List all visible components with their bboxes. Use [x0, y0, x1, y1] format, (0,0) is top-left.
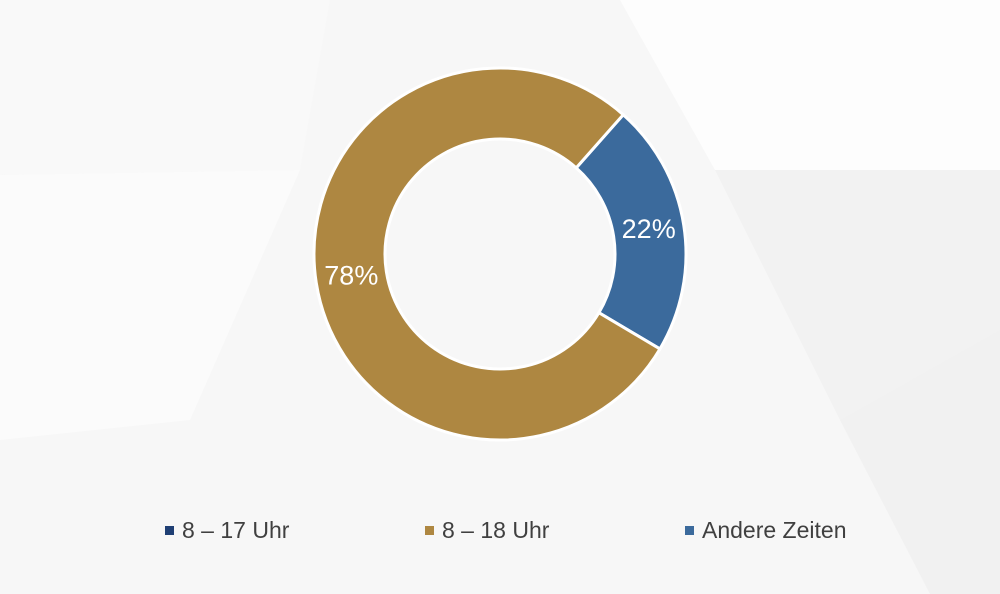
legend-swatch-andere-zeiten — [685, 525, 694, 535]
legend-label-8-17: 8 – 17 Uhr — [182, 516, 290, 543]
chart-legend: 8 – 17 Uhr 8 – 18 Uhr Andere Zeiten — [0, 510, 1000, 550]
legend-item-8-17: 8 – 17 Uhr — [165, 510, 289, 550]
label-andere-zeiten: 22% — [622, 214, 676, 244]
slice-andere-zeiten — [574, 112, 688, 352]
legend-item-andere-zeiten: Andere Zeiten — [685, 510, 846, 550]
legend-swatch-8-17 — [165, 525, 174, 535]
legend-swatch-8-18 — [425, 525, 434, 535]
legend-item-8-18: 8 – 18 Uhr — [425, 510, 549, 550]
label-8-18: 78% — [324, 260, 378, 290]
legend-label-andere-zeiten: Andere Zeiten — [702, 516, 847, 543]
slice-8-18 — [312, 66, 662, 442]
legend-label-8-18: 8 – 18 Uhr — [442, 516, 550, 543]
